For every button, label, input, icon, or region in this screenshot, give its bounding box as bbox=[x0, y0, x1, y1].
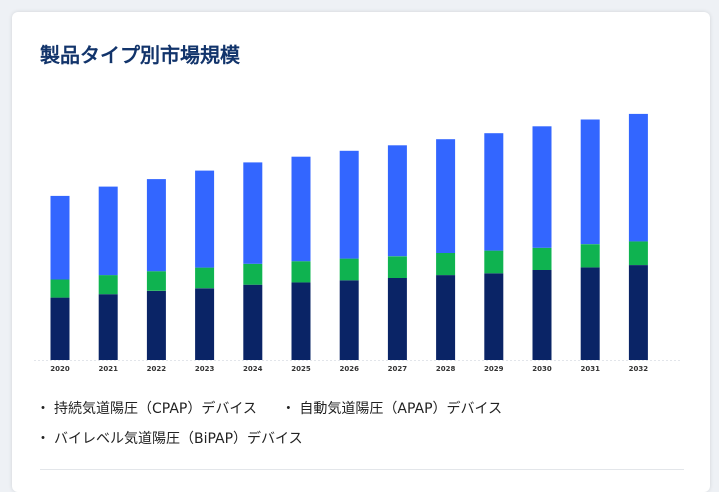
bar-segment-2020-s2[interactable] bbox=[50, 195, 70, 280]
x-tick-label-2028: 2028 bbox=[436, 365, 456, 373]
bar-segment-2024-s0[interactable] bbox=[243, 284, 263, 360]
bar-segment-2032-s0[interactable] bbox=[628, 265, 648, 360]
x-tick-label-2031: 2031 bbox=[580, 365, 600, 373]
x-tick-label-2020: 2020 bbox=[50, 365, 70, 373]
bar-segment-2020-s1[interactable] bbox=[50, 279, 70, 298]
bar-segment-2031-s0[interactable] bbox=[580, 267, 600, 360]
chart-title: 製品タイプ別市場規模 bbox=[40, 43, 240, 67]
stacked-bar-chart: 2020 2021 2022 2023 2024 2025 2026 2027 2028 2029… bbox=[34, 113, 680, 373]
x-tick-label-2032: 2032 bbox=[629, 365, 649, 373]
bar-segment-2030-s0[interactable] bbox=[532, 270, 552, 360]
legend-label-bipap: バイレベル気道陽圧（BiPAP）デバイス bbox=[54, 431, 303, 447]
bar-segment-2026-s0[interactable] bbox=[339, 280, 359, 360]
x-tick-label-2027: 2027 bbox=[388, 365, 408, 373]
bar-segment-2021-s2[interactable] bbox=[98, 186, 118, 276]
x-tick-label-2024: 2024 bbox=[243, 365, 263, 373]
x-tick-label-2026: 2026 bbox=[339, 365, 359, 373]
bar-segment-2020-s0[interactable] bbox=[50, 297, 70, 360]
bar-segment-2022-s2[interactable] bbox=[146, 179, 166, 272]
bar-segment-2029-s2[interactable] bbox=[484, 133, 504, 251]
x-tick-label-2022: 2022 bbox=[147, 365, 167, 373]
bar-segment-2028-s1[interactable] bbox=[436, 252, 456, 276]
bar-segment-2024-s2[interactable] bbox=[243, 162, 263, 264]
legend-item-cpap[interactable]: ・持続気道陽圧（CPAP）デバイス bbox=[36, 401, 257, 417]
bar-segment-2027-s2[interactable] bbox=[387, 145, 407, 257]
bar-segment-2026-s1[interactable] bbox=[339, 258, 359, 281]
bar-segment-2029-s1[interactable] bbox=[484, 250, 504, 274]
legend-bullet: ・ bbox=[36, 401, 50, 417]
bar-segment-2028-s2[interactable] bbox=[436, 139, 456, 253]
x-tick-label-2030: 2030 bbox=[532, 365, 552, 373]
bar-segment-2028-s0[interactable] bbox=[436, 275, 456, 360]
bar-segment-2022-s1[interactable] bbox=[146, 271, 166, 291]
bar-segment-2024-s1[interactable] bbox=[243, 263, 263, 285]
legend-bullet: ・ bbox=[281, 401, 296, 417]
legend-bullet: ・ bbox=[36, 431, 50, 447]
bar-segment-2031-s2[interactable] bbox=[580, 119, 600, 245]
bar-segment-2030-s1[interactable] bbox=[532, 247, 552, 270]
bar-segment-2023-s0[interactable] bbox=[195, 288, 215, 360]
bar-segment-2030-s2[interactable] bbox=[532, 126, 552, 248]
bar-segment-2025-s1[interactable] bbox=[291, 261, 311, 283]
chart-legend: ・持続気道陽圧（CPAP）デバイス ・自動気道陽圧（APAP）デバイス ・バイレ… bbox=[36, 394, 696, 454]
x-tick-label-2029: 2029 bbox=[484, 365, 504, 373]
bar-segment-2026-s2[interactable] bbox=[339, 150, 359, 259]
bar-segment-2029-s0[interactable] bbox=[484, 273, 504, 360]
chart-card: 製品タイプ別市場規模 2020 2021 2022 2023 2024 2025 2026 2… bbox=[12, 12, 710, 492]
bar-segment-2021-s0[interactable] bbox=[98, 294, 118, 360]
legend-label-apap: 自動気道陽圧（APAP）デバイス bbox=[299, 401, 503, 417]
bar-segment-2032-s1[interactable] bbox=[628, 241, 648, 265]
legend-label-cpap: 持続気道陽圧（CPAP）デバイス bbox=[54, 401, 257, 417]
bar-segment-2023-s1[interactable] bbox=[195, 267, 215, 289]
bar-segment-2025-s2[interactable] bbox=[291, 156, 311, 262]
bar-segment-2027-s1[interactable] bbox=[387, 256, 407, 278]
x-tick-label-2025: 2025 bbox=[291, 365, 311, 373]
x-tick-label-2021: 2021 bbox=[98, 365, 118, 373]
bar-segment-2025-s0[interactable] bbox=[291, 282, 311, 360]
divider bbox=[40, 469, 684, 470]
bar-segment-2032-s2[interactable] bbox=[628, 113, 648, 242]
bar-segment-2031-s1[interactable] bbox=[580, 244, 600, 268]
bar-segment-2022-s0[interactable] bbox=[146, 290, 166, 360]
x-tick-label-2023: 2023 bbox=[195, 365, 215, 373]
legend-item-bipap[interactable]: ・バイレベル気道陽圧（BiPAP）デバイス bbox=[36, 431, 303, 447]
bar-segment-2021-s1[interactable] bbox=[98, 275, 118, 295]
bar-segment-2027-s0[interactable] bbox=[387, 278, 407, 360]
bar-segment-2023-s2[interactable] bbox=[195, 170, 215, 268]
legend-item-apap[interactable]: ・自動気道陽圧（APAP）デバイス bbox=[281, 401, 502, 417]
